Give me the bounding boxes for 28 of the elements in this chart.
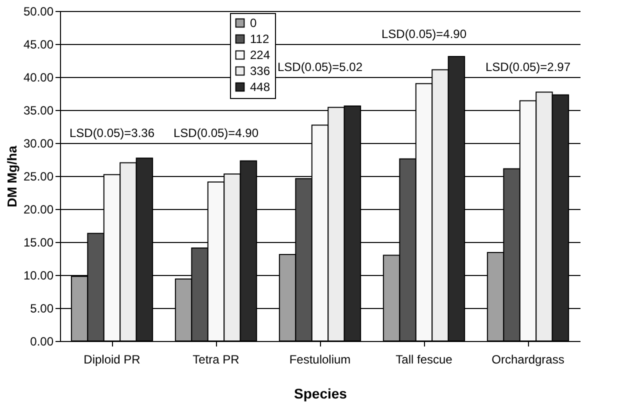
y-tick-label: 40.00 <box>23 70 54 84</box>
y-axis-title: DM Mg/ha <box>4 145 20 208</box>
y-tick-label: 10.00 <box>23 268 54 282</box>
x-tick-label: Festulolium <box>289 352 351 366</box>
x-tick-label: Tetra PR <box>192 352 240 366</box>
y-tick-label: 25.00 <box>23 170 54 184</box>
annotation: LSD(0.05)=4.90 <box>381 27 467 41</box>
y-tick-label: 0.00 <box>30 334 54 348</box>
x-tick-label: Orchardgrass <box>492 352 564 366</box>
legend-label: 224 <box>250 48 270 62</box>
y-tick-label: 45.00 <box>23 38 54 52</box>
y-tick-label: 35.00 <box>23 104 54 118</box>
y-tick-label: 30.00 <box>23 136 54 150</box>
annotation: LSD(0.05)=2.97 <box>485 60 571 74</box>
legend-label: 112 <box>250 32 270 46</box>
x-tick-label: Tall fescue <box>396 352 453 366</box>
y-tick-label: 50.00 <box>23 4 54 18</box>
legend-label: 336 <box>250 64 270 78</box>
legend-label: 0 <box>250 16 257 30</box>
x-tick-label: Diploid PR <box>84 352 141 366</box>
annotation: LSD(0.05)=3.36 <box>69 126 155 140</box>
annotation: LSD(0.05)=5.02 <box>277 60 363 74</box>
legend-label: 448 <box>250 80 270 94</box>
y-tick-label: 20.00 <box>23 202 54 216</box>
annotation: LSD(0.05)=4.90 <box>173 126 259 140</box>
x-axis-title: Species <box>294 386 348 402</box>
y-tick-label: 15.00 <box>23 236 54 250</box>
y-tick-label: 5.00 <box>30 302 54 316</box>
